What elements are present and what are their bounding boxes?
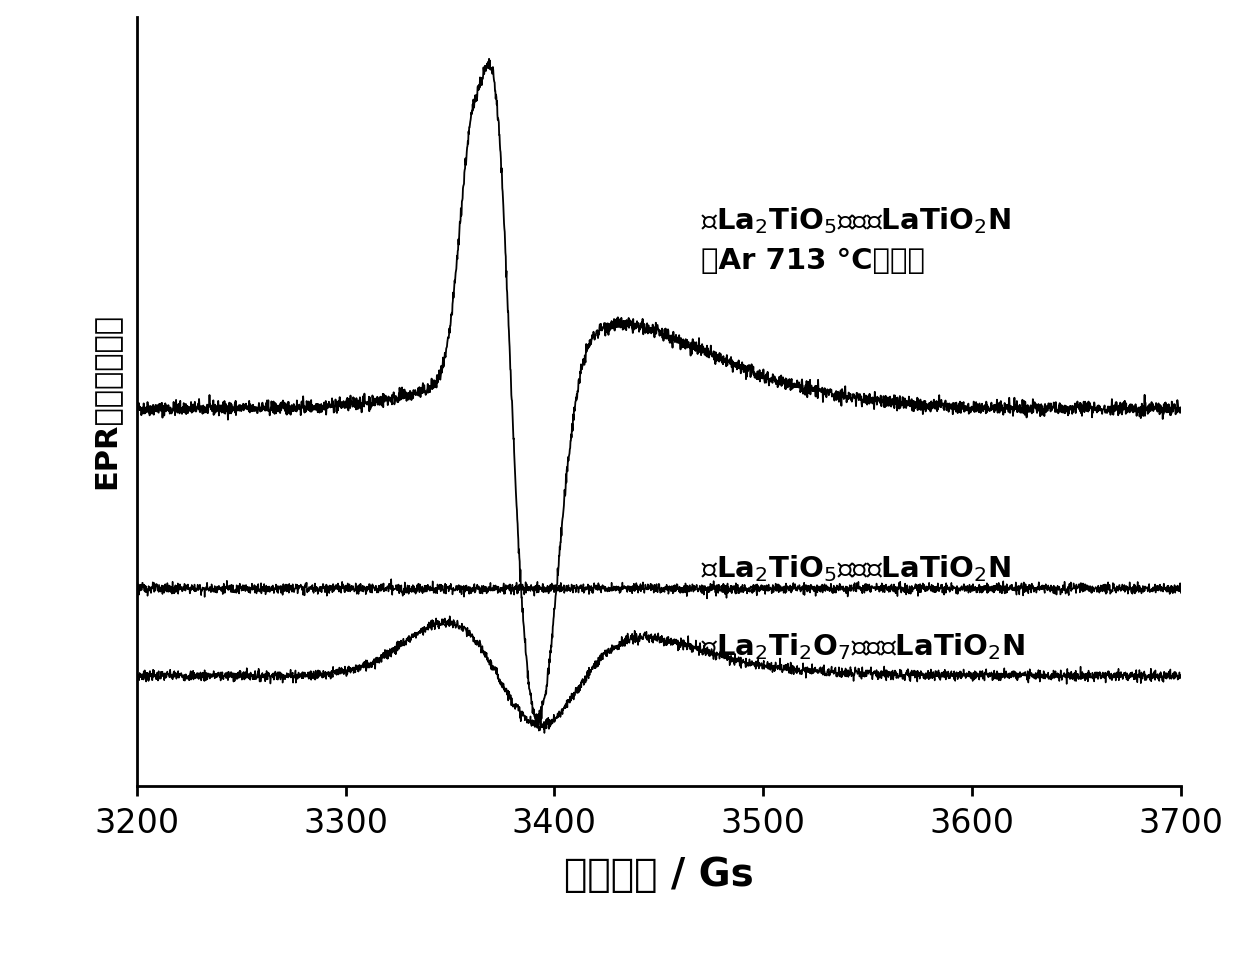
Text: 以La$_2$TiO$_5$制备的LaTiO$_2$N: 以La$_2$TiO$_5$制备的LaTiO$_2$N — [701, 552, 1011, 584]
Y-axis label: EPR微分信号强度: EPR微分信号强度 — [91, 314, 120, 489]
Text: 以La$_2$Ti$_2$O$_7$制备的LaTiO$_2$N: 以La$_2$Ti$_2$O$_7$制备的LaTiO$_2$N — [701, 631, 1025, 662]
X-axis label: 磁场强度 / Gs: 磁场强度 / Gs — [564, 856, 754, 895]
Text: 以La$_2$TiO$_5$制备的LaTiO$_2$N
经Ar 713 °C热处理: 以La$_2$TiO$_5$制备的LaTiO$_2$N 经Ar 713 °C热处… — [701, 205, 1011, 275]
